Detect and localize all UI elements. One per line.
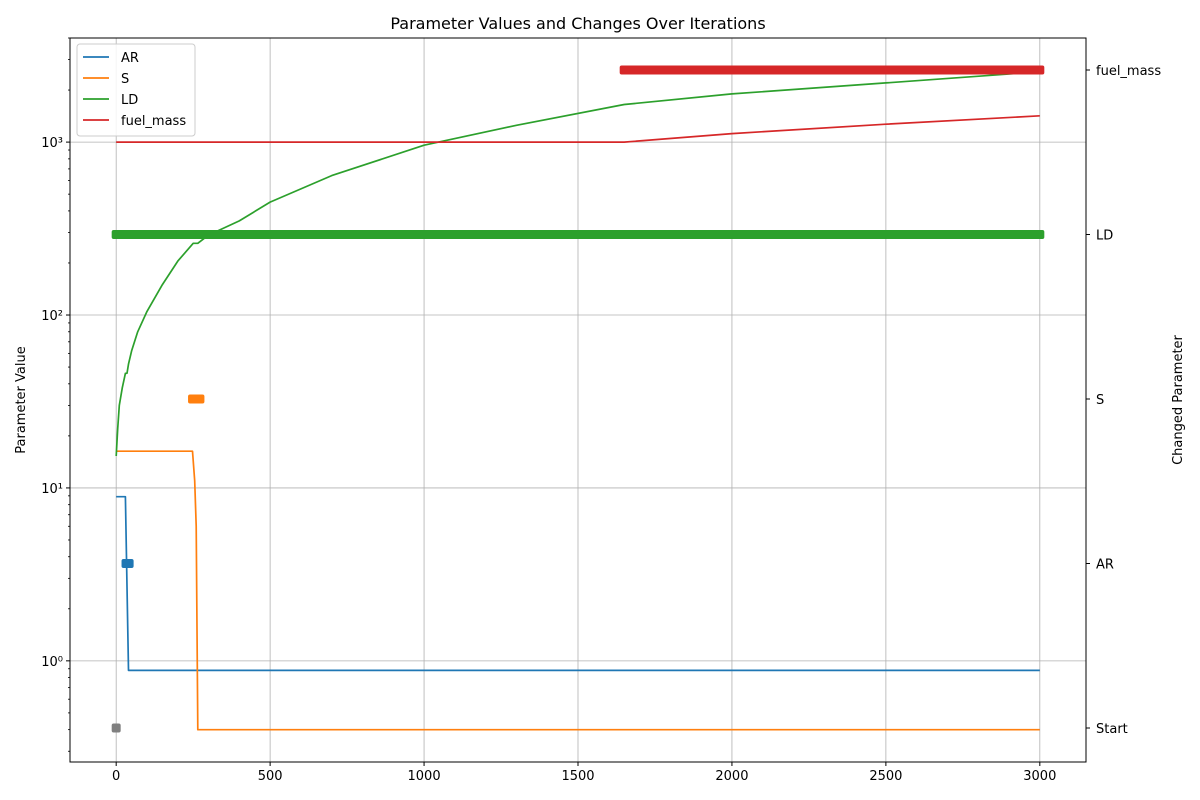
right-tick-label: LD [1096, 229, 1113, 244]
legend-label-LD: LD [121, 93, 138, 108]
y-tick-label: 10³ [41, 136, 63, 151]
x-tick-label: 2500 [869, 769, 902, 784]
series-line-fuel_mass [116, 114, 1040, 143]
right-tick-label: Start [1096, 722, 1128, 737]
x-tick-label: 0 [112, 769, 120, 784]
y-tick-label: 10⁰ [41, 655, 63, 670]
x-tick-label: 1000 [408, 769, 441, 784]
change-marker-LD [111, 230, 1045, 239]
series-lines [115, 70, 1040, 731]
x-tick-label: 2000 [715, 769, 748, 784]
change-markers [111, 65, 1045, 733]
chart-title: Parameter Values and Changes Over Iterat… [390, 14, 765, 33]
y-axis-right-label: Changed Parameter [1171, 334, 1186, 464]
right-tick-label: S [1096, 393, 1104, 408]
legend-label-AR: AR [121, 51, 139, 66]
y-tick-label: 10¹ [41, 482, 63, 497]
change-marker-fuel_mass [619, 65, 1045, 75]
x-tick-label: 500 [258, 769, 283, 784]
right-tick-label: AR [1096, 558, 1114, 573]
change-marker-S [188, 394, 205, 404]
change-marker-Start [111, 723, 121, 733]
axes: 0 500 1000 1500 2000 2500 3000 10⁰ 10¹ 10² 10³ Star… [41, 37, 1161, 784]
series-line-S [116, 450, 1040, 731]
right-tick-label: fuel_mass [1096, 64, 1161, 79]
y-axis-label: Parameter Value [14, 346, 29, 453]
legend-box [76, 43, 196, 137]
change-marker-AR [121, 559, 134, 568]
y-tick-label: 10² [41, 309, 63, 324]
x-tick-label: 1500 [561, 769, 594, 784]
legend: AR S LD fuel_mass [76, 43, 196, 137]
x-tick-label: 3000 [1023, 769, 1056, 784]
series-line-LD [115, 70, 1040, 457]
series-line-AR [116, 495, 1040, 672]
legend-label-S: S [121, 72, 129, 87]
legend-label-fuel_mass: fuel_mass [121, 114, 186, 129]
